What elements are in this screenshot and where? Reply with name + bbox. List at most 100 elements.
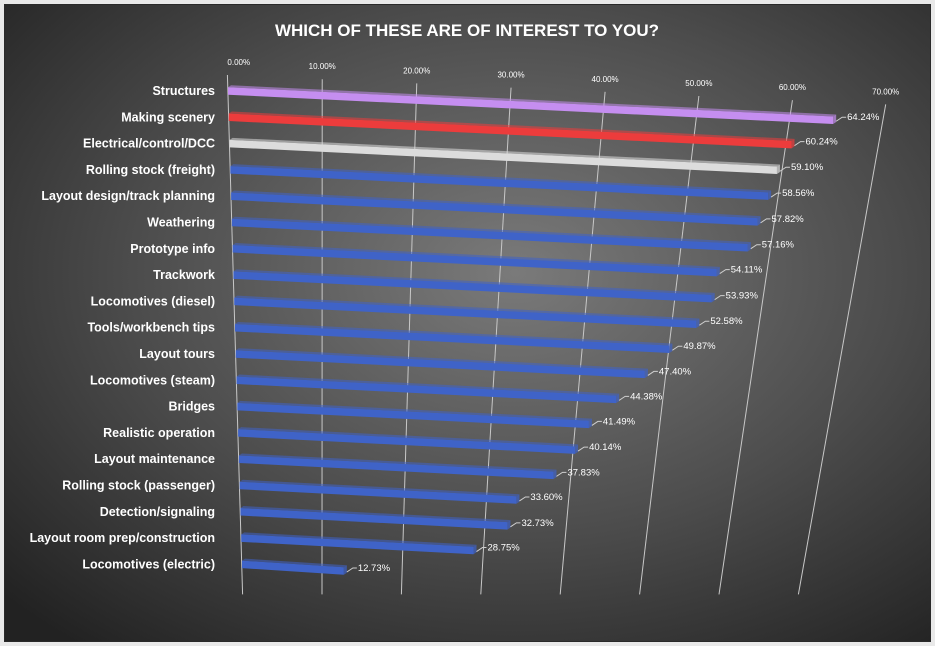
bar <box>238 429 576 454</box>
bar <box>230 166 769 200</box>
value-label: 60.24% <box>805 137 838 148</box>
bar <box>235 323 670 353</box>
value-label: 57.82% <box>772 214 805 225</box>
x-tick-label: 60.00% <box>779 83 806 92</box>
value-label: 32.73% <box>521 518 554 529</box>
value-label: 57.16% <box>762 240 795 251</box>
value-leader-line <box>647 370 658 376</box>
category-label: Trackwork <box>153 268 215 282</box>
bar-top-face <box>228 111 795 141</box>
bar <box>231 192 758 226</box>
bar-top-face <box>233 269 715 295</box>
bar <box>228 87 834 124</box>
bar-end-cap <box>716 266 720 277</box>
bar-end-cap <box>696 318 700 328</box>
value-label: 53.93% <box>726 291 759 302</box>
bar-top-face <box>235 321 673 346</box>
value-label: 54.11% <box>731 265 763 276</box>
category-label: Locomotives (steam) <box>90 373 215 387</box>
category-label: Rolling stock (passenger) <box>62 479 215 493</box>
category-label: Electrical/control/DCC <box>83 137 215 151</box>
value-leader-line <box>714 295 725 301</box>
value-leader-line <box>794 141 805 147</box>
bar-end-cap <box>711 292 715 303</box>
value-leader-line <box>519 496 530 502</box>
value-label: 44.38% <box>630 391 663 402</box>
value-label: 47.40% <box>659 366 692 377</box>
value-label: 37.83% <box>567 467 600 478</box>
value-leader-line <box>510 522 521 528</box>
x-tick-label: 50.00% <box>685 79 712 88</box>
bar-top-face <box>238 453 557 472</box>
category-label: Realistic operation <box>103 426 215 440</box>
category-label: Layout room prep/construction <box>30 531 215 545</box>
bar <box>239 481 517 504</box>
bar-top-face <box>237 400 592 421</box>
bar-end-cap <box>669 343 673 353</box>
bar <box>237 402 589 429</box>
chart-background <box>5 5 930 641</box>
gridline <box>797 104 887 595</box>
bar-end-cap <box>516 494 520 504</box>
value-leader-line <box>760 218 771 224</box>
chart-title: WHICH OF THESE ARE OF INTEREST TO YOU? <box>275 21 659 40</box>
bar-top-face <box>239 479 520 497</box>
bar-top-face <box>231 216 751 244</box>
category-label: Layout maintenance <box>94 452 215 466</box>
bar-top-face <box>234 295 700 321</box>
bar-top-face <box>229 137 780 167</box>
bar <box>233 271 712 303</box>
x-tick-label: 10.00% <box>309 62 336 71</box>
bar <box>228 113 792 149</box>
value-leader-line <box>346 567 357 573</box>
value-leader-line <box>591 420 602 426</box>
label-layer: 0.00% 10.00% 20.00% 30.00% 40.00% 50.00% 60.00… <box>30 58 900 574</box>
bar-end-cap <box>791 138 795 149</box>
value-label: 58.56% <box>782 188 815 199</box>
bar <box>235 350 645 379</box>
category-label: Locomotives (electric) <box>82 557 215 571</box>
bar-top-face <box>240 506 511 523</box>
chart-frame: WHICH OF THESE ARE OF INTEREST TO YOU? 0… <box>4 4 931 642</box>
value-label: 52.58% <box>710 316 743 327</box>
bar-top-face <box>241 532 477 547</box>
x-tick-label: 70.00% <box>872 87 899 96</box>
value-label: 41.49% <box>603 416 636 427</box>
value-leader-line <box>779 166 790 172</box>
bar-end-cap <box>473 544 477 555</box>
category-label: Prototype info <box>130 242 215 256</box>
value-leader-line <box>672 345 683 351</box>
bar <box>232 245 717 277</box>
value-leader-line <box>577 446 589 452</box>
bar-end-cap <box>588 418 592 429</box>
bar-end-cap <box>616 393 620 404</box>
value-label: 49.87% <box>683 341 716 352</box>
bar-end-cap <box>553 469 557 480</box>
value-label: 33.60% <box>530 492 563 503</box>
value-leader-line <box>476 547 487 552</box>
bar-top-face <box>230 164 772 193</box>
value-leader-line <box>618 395 630 401</box>
value-leader-line <box>699 320 710 326</box>
chart: WHICH OF THESE ARE OF INTEREST TO YOU? 0… <box>5 5 930 641</box>
value-label: 28.75% <box>487 543 520 554</box>
value-leader-line <box>556 471 567 477</box>
category-label: Making scenery <box>121 110 215 124</box>
x-tick-label: 20.00% <box>403 66 430 75</box>
bar <box>234 297 697 328</box>
bar-end-cap <box>768 190 772 200</box>
gridline <box>226 74 244 595</box>
bar <box>241 534 474 555</box>
bar-end-cap <box>757 216 761 226</box>
bar-top-face <box>228 85 837 117</box>
category-label: Bridges <box>168 400 215 414</box>
category-label: Locomotives (diesel) <box>91 294 215 308</box>
bar-layer <box>228 85 837 575</box>
x-tick-label: 40.00% <box>592 75 619 84</box>
bar <box>236 376 617 404</box>
bar <box>229 139 777 174</box>
x-tick-label: 30.00% <box>497 71 524 80</box>
bar <box>238 455 554 480</box>
value-label: 59.10% <box>791 162 824 173</box>
category-label: Structures <box>152 84 215 98</box>
